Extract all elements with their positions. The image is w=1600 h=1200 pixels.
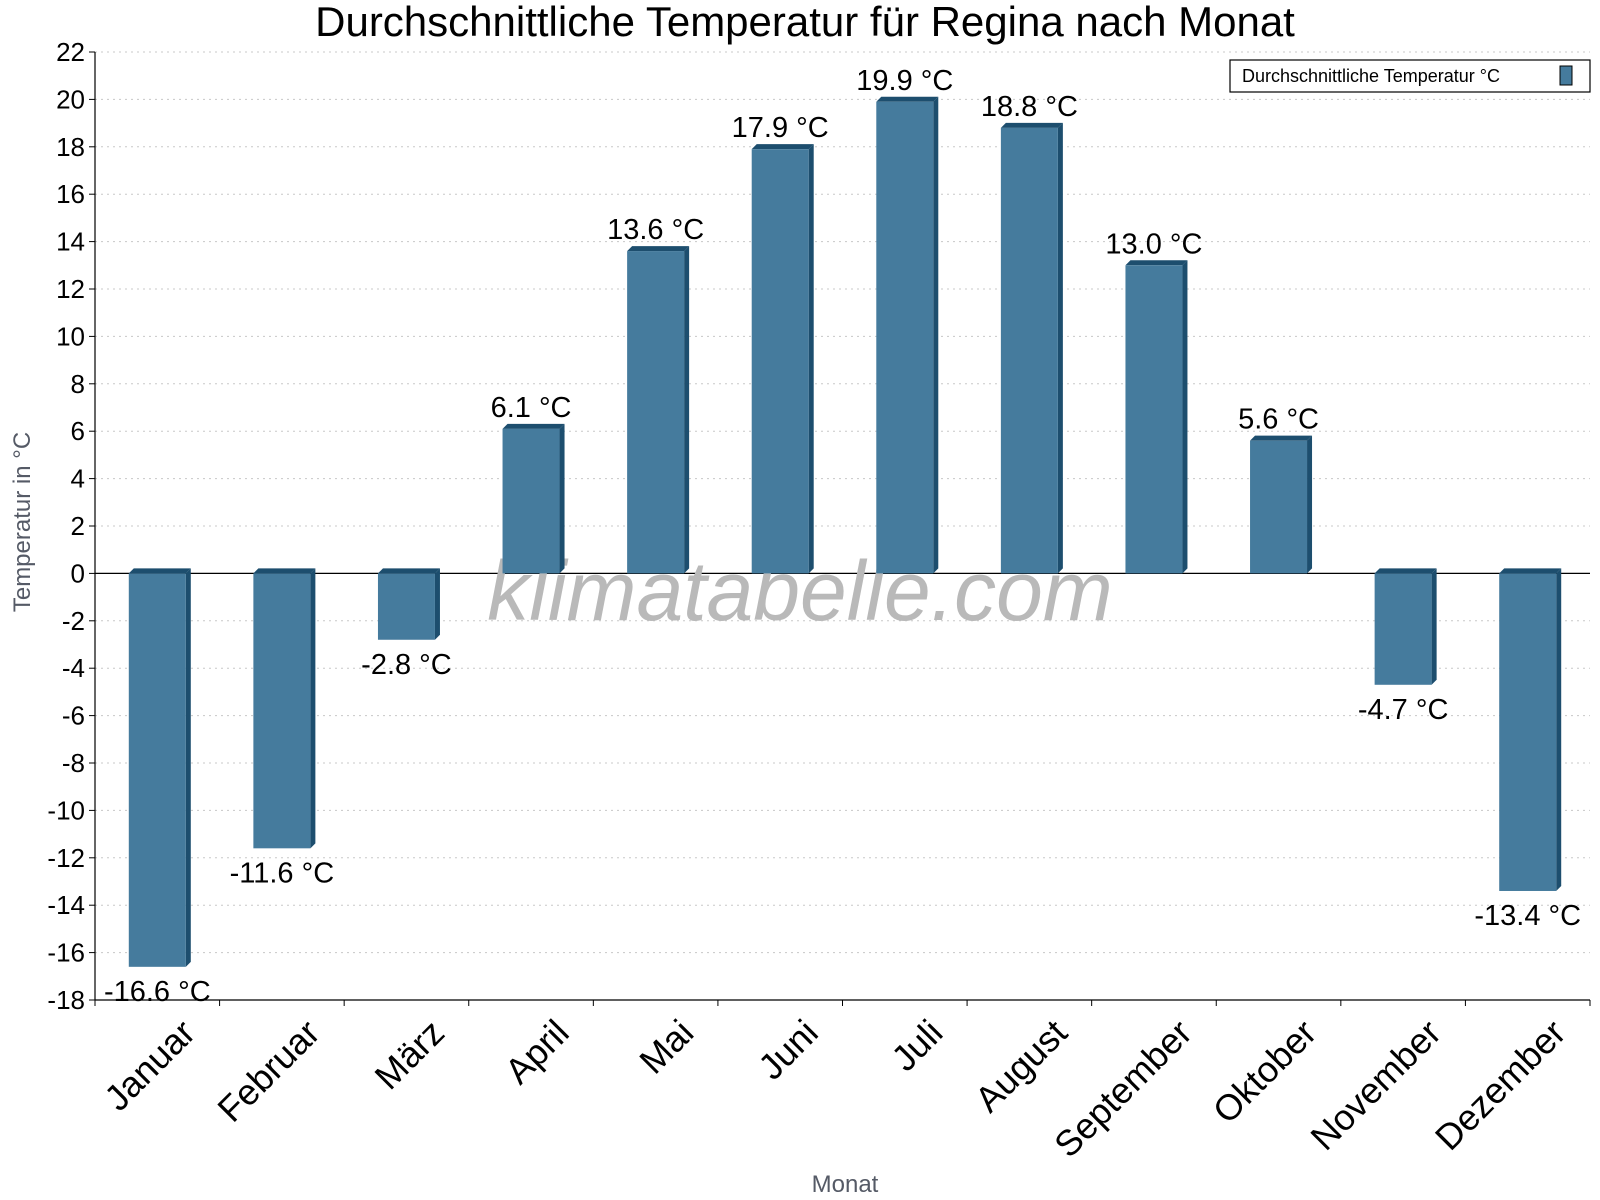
bar-top — [751, 144, 814, 150]
y-tick-label: 12 — [56, 274, 85, 304]
x-tick-label: Dezember — [1427, 1012, 1573, 1158]
x-tick-label: November — [1302, 1012, 1448, 1158]
bar — [627, 251, 685, 574]
data-label: 13.6 °C — [607, 214, 704, 246]
data-label: 17.9 °C — [732, 112, 829, 144]
x-tick-label: Oktober — [1205, 1012, 1325, 1132]
bar-side — [1307, 435, 1313, 574]
bar-top — [1250, 435, 1313, 441]
data-label: 19.9 °C — [856, 65, 953, 97]
y-tick-label: -16 — [47, 938, 85, 968]
bar-top — [876, 96, 939, 102]
x-tick-label: September — [1046, 1012, 1200, 1166]
bar-side — [933, 96, 939, 574]
y-tick-label: -18 — [47, 985, 85, 1015]
bar-side — [310, 568, 316, 849]
data-label: -11.6 °C — [230, 857, 335, 889]
bar-top — [627, 246, 690, 252]
y-axis-title: Temperatur in °C — [9, 432, 36, 612]
y-tick-label: -10 — [47, 795, 85, 825]
y-tick-label: -6 — [62, 701, 85, 731]
x-tick-label: Januar — [96, 1012, 203, 1119]
bar — [876, 101, 934, 574]
bar-top — [1000, 122, 1063, 128]
bar-top — [1374, 568, 1437, 574]
bar — [128, 573, 186, 967]
data-label: -2.8 °C — [361, 649, 452, 681]
x-tick-label: Mai — [631, 1012, 701, 1082]
y-tick-label: 2 — [71, 511, 85, 541]
data-label: -4.7 °C — [1358, 694, 1449, 726]
y-tick-label: 4 — [71, 464, 85, 494]
bar-top — [253, 568, 316, 574]
bar — [1000, 127, 1058, 574]
bar — [1374, 573, 1432, 685]
bars — [128, 96, 1562, 967]
bar — [502, 428, 560, 574]
bar-side — [684, 246, 690, 574]
data-label: 5.6 °C — [1238, 404, 1319, 436]
y-tick-label: 6 — [71, 416, 85, 446]
y-tick-label: 22 — [56, 37, 85, 67]
y-tick-label: -2 — [62, 606, 85, 636]
y-tick-labels: -18 -16 -14 -12 -10 -8 -6 -4 -2 0 2 4 6 8 10 12 14 16 18 20… — [47, 37, 85, 1015]
y-tick-label: 16 — [56, 179, 85, 209]
bar-top — [502, 423, 565, 429]
y-tick-label: -8 — [62, 748, 85, 778]
bar — [377, 573, 435, 640]
bar-top — [1499, 568, 1562, 574]
y-tick-label: 14 — [56, 227, 85, 257]
axes — [89, 51, 1591, 1006]
x-axis-title: Monat — [812, 1171, 879, 1198]
y-tick-label: -12 — [47, 843, 85, 873]
bar-side — [1431, 568, 1437, 685]
y-tick-label: 10 — [56, 321, 85, 351]
data-label: -16.6 °C — [104, 976, 211, 1008]
bar — [253, 573, 311, 849]
y-tick-label: 0 — [71, 558, 85, 588]
bar-top — [1125, 260, 1188, 266]
bar-side — [1057, 122, 1063, 574]
bar — [1499, 573, 1557, 891]
legend-box — [1229, 59, 1591, 93]
bar-side — [1182, 260, 1188, 574]
bar-top — [128, 568, 191, 574]
bar — [751, 149, 809, 574]
x-tick-labels: Januar Februar März April Mai Juni Juli AugustS… — [96, 1012, 1573, 1166]
legend-label: Durchschnittliche Temperatur °C — [1242, 66, 1500, 86]
y-tick-label: -4 — [62, 653, 85, 683]
data-label: 6.1 °C — [491, 392, 572, 424]
x-tick-label: Februar — [209, 1012, 327, 1130]
x-tick-label: März — [367, 1012, 453, 1098]
x-tick-label: Juni — [750, 1012, 826, 1088]
bar — [1250, 440, 1308, 574]
x-tick-label: Juli — [883, 1012, 950, 1079]
y-tick-label: 8 — [71, 369, 85, 399]
data-label: -13.4 °C — [1474, 900, 1581, 932]
y-tick-label: 18 — [56, 132, 85, 162]
bar-side — [185, 568, 191, 967]
bar-side — [808, 144, 814, 574]
x-tick-label: April — [497, 1012, 577, 1092]
y-tick-label: -14 — [47, 890, 85, 920]
y-tick-label: 20 — [56, 84, 85, 114]
data-label: 18.8 °C — [981, 91, 1078, 123]
bar — [1125, 265, 1183, 574]
legend-swatch — [1559, 65, 1573, 86]
x-tick-label: August — [967, 1012, 1075, 1120]
legend: Durchschnittliche Temperatur °C — [1229, 59, 1591, 93]
bar-side — [434, 568, 440, 640]
bar-side — [559, 423, 565, 574]
data-label: 13.0 °C — [1105, 228, 1202, 260]
bar-side — [1556, 568, 1562, 891]
bar-top — [377, 568, 440, 574]
data-labels: -16.6 °C -11.6 °C -2.8 °C 6.1 °C 13.6 °C 17.9… — [104, 65, 1581, 1008]
chart-title: Durchschnittliche Temperatur für Regina … — [315, 0, 1295, 45]
